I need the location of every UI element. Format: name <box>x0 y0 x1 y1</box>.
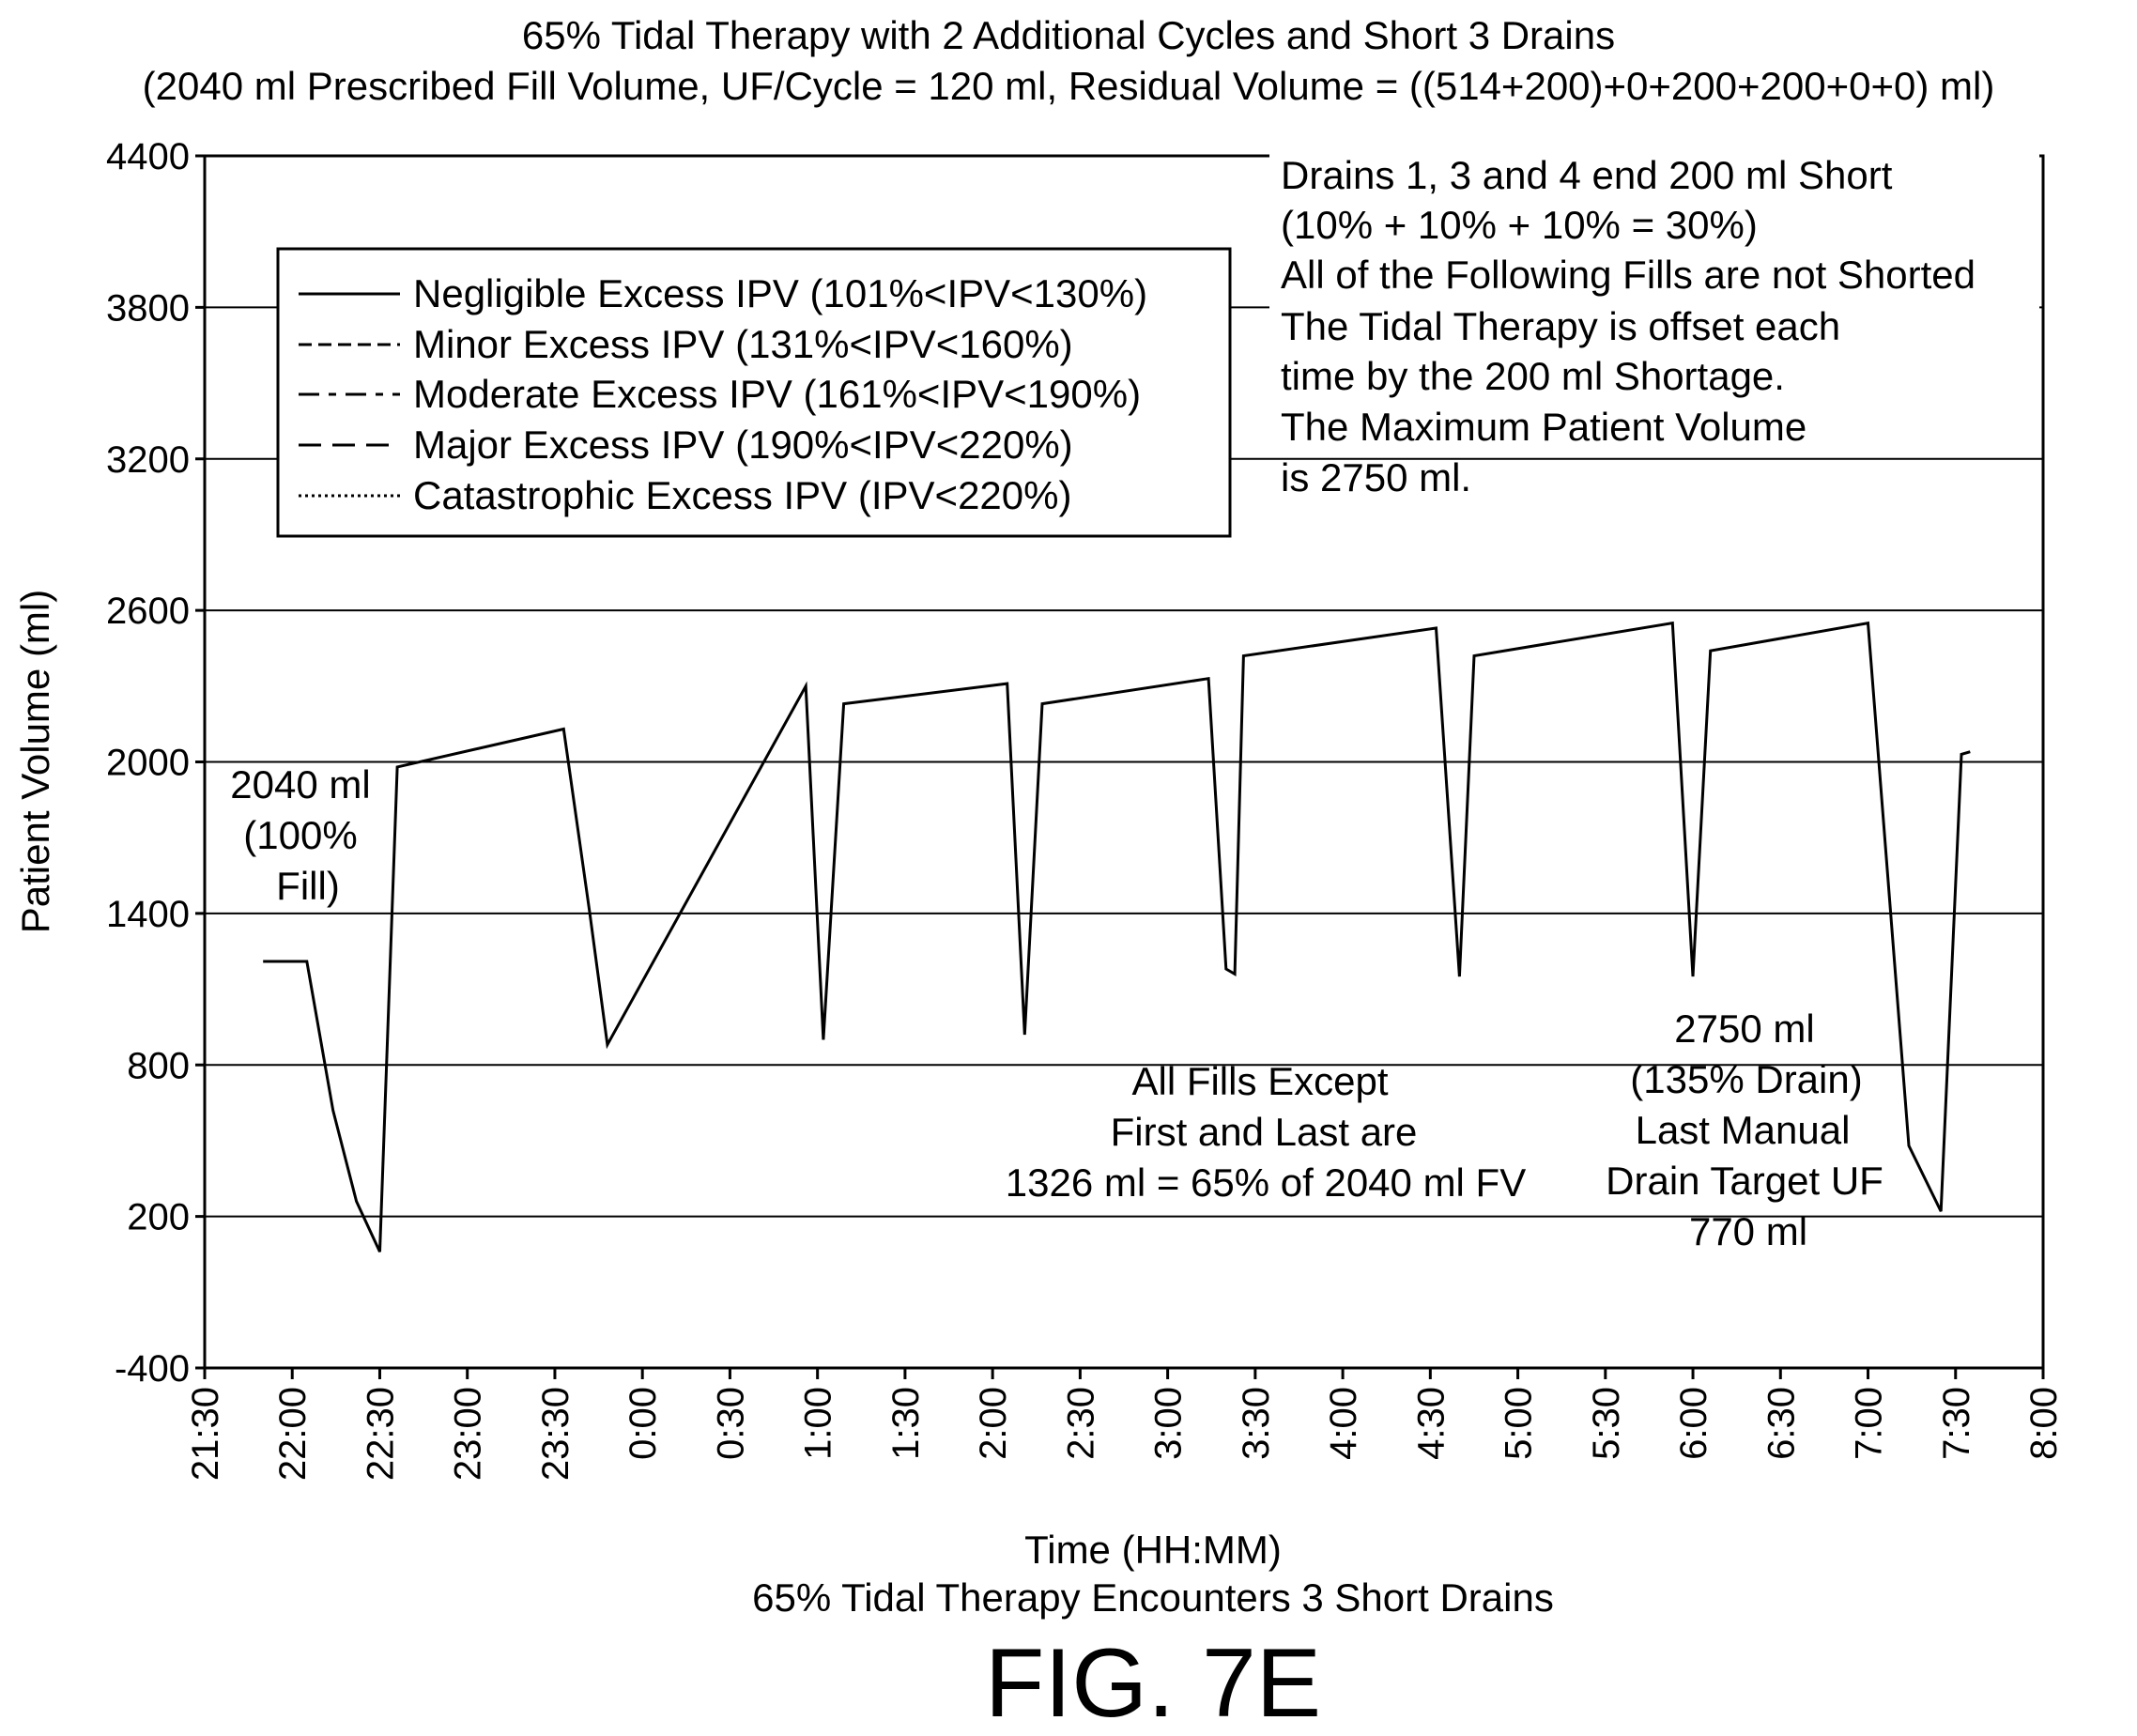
annotation-line: First and Last are <box>1111 1110 1418 1154</box>
annotation-line: 770 ml <box>1689 1209 1807 1253</box>
x-tick-label: 0:30 <box>710 1387 751 1460</box>
x-tick-label: 6:00 <box>1673 1387 1714 1460</box>
x-tick-label: 22:30 <box>360 1387 401 1481</box>
x-tick-label: 22:00 <box>272 1387 314 1481</box>
legend-label-catastrophic: Catastrophic Excess IPV (IPV<220%) <box>413 473 1071 517</box>
x-tick-label: 6:30 <box>1760 1387 1802 1460</box>
legend-label-moderate: Moderate Excess IPV (161%<IPV<190%) <box>413 372 1141 416</box>
legend: Negligible Excess IPV (101%<IPV<130%) Mi… <box>276 247 1232 538</box>
y-tick-label: 3800 <box>106 287 190 329</box>
x-tick-label: 7:30 <box>1936 1387 1977 1460</box>
annotation-line: is 2750 ml. <box>1281 455 1471 499</box>
x-tick-label: 5:30 <box>1586 1387 1627 1460</box>
x-tick-label: 1:30 <box>885 1387 927 1460</box>
x-tick-label: 4:00 <box>1323 1387 1364 1460</box>
legend-label-negligible: Negligible Excess IPV (101%<IPV<130%) <box>413 271 1147 315</box>
y-tick-label: 1400 <box>106 894 190 935</box>
y-tick-label: 2000 <box>106 743 190 784</box>
x-tick-label: 1:00 <box>798 1387 839 1460</box>
x-tick-label: 0:00 <box>623 1387 664 1460</box>
annotation-line: Last Manual <box>1636 1108 1851 1152</box>
annotation-line: All of the Following Fills are not Short… <box>1281 253 1976 297</box>
annotation-first-fill: 2040 ml (100% Fill) <box>230 762 370 908</box>
x-axis-label: Time (HH:MM) <box>1024 1528 1282 1572</box>
x-tick-label: 2:30 <box>1060 1387 1101 1460</box>
annotation-line: 1326 ml = 65% of 2040 ml FV <box>1006 1160 1526 1205</box>
annotation-all-fills: All Fills Except First and Last are 1326… <box>1006 1059 1526 1205</box>
y-tick-label: 4400 <box>106 136 190 177</box>
x-tick-label: 23:00 <box>448 1387 489 1481</box>
legend-box <box>276 247 1232 538</box>
annotation-line: (10% + 10% + 10% = 30%) <box>1281 203 1758 247</box>
x-tick-label: 8:00 <box>2023 1387 2065 1460</box>
y-tick-label: -400 <box>115 1348 190 1390</box>
x-tick-label: 23:30 <box>535 1387 577 1481</box>
annotation-line: 2040 ml <box>230 762 370 807</box>
annotation-drains-short: Drains 1, 3 and 4 end 200 ml Short (10% … <box>1269 150 2039 499</box>
x-tick-label: 7:00 <box>1849 1387 1890 1460</box>
y-tick-label: 2600 <box>106 591 190 632</box>
legend-label-minor: Minor Excess IPV (131%<IPV<160%) <box>413 322 1073 366</box>
figure-label: FIG. 7E <box>985 1629 1321 1736</box>
annotation-drains-short-background <box>1269 150 2039 362</box>
x-tick-label: 21:30 <box>185 1387 226 1481</box>
x-tick-label: 5:00 <box>1499 1387 1540 1460</box>
x-tick-label: 2:00 <box>973 1387 1014 1460</box>
annotation-line: Drains 1, 3 and 4 end 200 ml Short <box>1281 153 1893 197</box>
annotation-line: 2750 ml <box>1674 1006 1814 1051</box>
chart-caption: 65% Tidal Therapy Encounters 3 Short Dra… <box>752 1575 1554 1620</box>
annotation-last-drain: 2750 ml (135% Drain) Last Manual Drain T… <box>1606 1006 1883 1253</box>
annotation-line: The Maximum Patient Volume <box>1281 405 1806 449</box>
chart-subtitle: (2040 ml Prescribed Fill Volume, UF/Cycl… <box>143 64 1995 108</box>
series-line-patient-volume <box>263 621 1971 1252</box>
x-axis-ticks: 21:30 22:00 22:30 23:00 23:30 0:00 0:30 1:00 1:3… <box>185 1368 2065 1481</box>
annotation-line: time by the 200 ml Shortage. <box>1281 354 1785 398</box>
annotation-line: (100% <box>243 813 357 857</box>
y-axis-ticks: 4400 3800 3200 2600 2000 1400 800 200 -400 <box>106 136 205 1390</box>
x-tick-label: 3:00 <box>1148 1387 1190 1460</box>
annotation-line: Fill) <box>276 864 340 908</box>
y-tick-label: 800 <box>127 1045 190 1086</box>
annotation-line: Drain Target UF <box>1606 1159 1883 1203</box>
x-tick-label: 4:30 <box>1410 1387 1452 1460</box>
y-axis-label: Patient Volume (ml) <box>13 590 57 933</box>
y-tick-label: 200 <box>127 1197 190 1238</box>
x-tick-label: 3:30 <box>1236 1387 1277 1460</box>
annotation-line: All Fills Except <box>1131 1059 1388 1103</box>
annotation-line: (135% Drain) <box>1630 1057 1862 1101</box>
legend-label-major: Major Excess IPV (190%<IPV<220%) <box>413 422 1073 467</box>
chart-title: 65% Tidal Therapy with 2 Additional Cycl… <box>522 13 1615 57</box>
annotation-line: The Tidal Therapy is offset each <box>1281 304 1840 348</box>
y-tick-label: 3200 <box>106 439 190 481</box>
